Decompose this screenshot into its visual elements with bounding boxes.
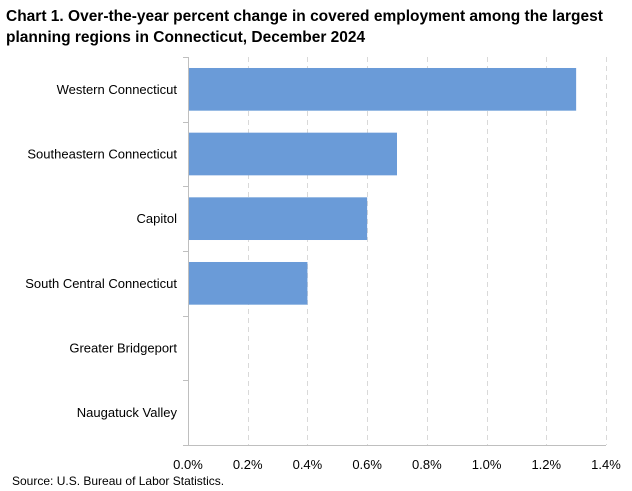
axes [183, 57, 606, 446]
bar [188, 197, 368, 241]
x-tick-label: 1.0% [472, 457, 502, 472]
category-label: Naugatuck Valley [77, 405, 178, 420]
x-tick-label: 1.4% [591, 457, 621, 472]
x-tick-label: 0.2% [233, 457, 263, 472]
bar [188, 261, 308, 305]
bar [188, 67, 577, 111]
x-tick-label: 0.6% [352, 457, 382, 472]
gridlines [248, 57, 607, 445]
source-note: Source: U.S. Bureau of Labor Statistics. [12, 474, 225, 488]
x-tick-labels: 0.0% 0.2% 0.4% 0.6% 0.8% 1.0% 1.2% 1.4% [173, 457, 621, 472]
category-labels: Western Connecticut Southeastern Connecti… [25, 82, 177, 420]
x-tick-label: 0.0% [173, 457, 203, 472]
x-tick-label: 0.8% [412, 457, 442, 472]
x-tick-label: 0.4% [293, 457, 323, 472]
chart-title: Chart 1. Over-the-year percent change in… [6, 8, 603, 46]
bars [188, 67, 577, 305]
category-label: Southeastern Connecticut [27, 147, 177, 162]
category-label: South Central Connecticut [25, 276, 177, 291]
category-label: Western Connecticut [57, 82, 178, 97]
category-label: Capitol [137, 211, 178, 226]
category-label: Greater Bridgeport [69, 341, 177, 356]
bar [188, 132, 397, 176]
x-tick-label: 1.2% [531, 457, 561, 472]
